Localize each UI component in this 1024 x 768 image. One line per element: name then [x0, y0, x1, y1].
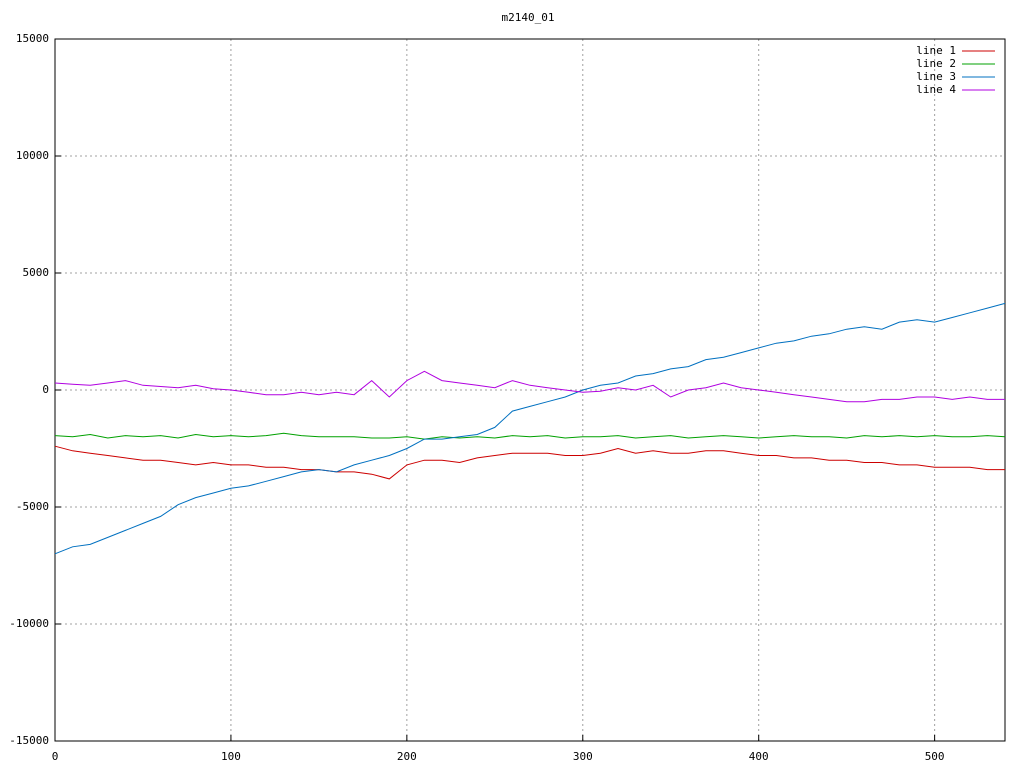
data-line [54, 370, 1005, 403]
legend-label: line 2 [916, 57, 956, 70]
legend-label: line 4 [916, 83, 956, 96]
data-line [54, 302, 1006, 555]
y-tick-label: 10000 [16, 149, 49, 162]
y-tick-label: -10000 [9, 617, 49, 630]
data-line [54, 432, 1006, 440]
y-tick-label: 5000 [23, 266, 50, 279]
x-tick-label: 0 [52, 750, 59, 763]
x-tick-label: 300 [573, 750, 593, 763]
y-tick-label: 15000 [16, 32, 49, 45]
legend-label: line 1 [916, 44, 956, 57]
y-tick-label: -15000 [9, 734, 49, 747]
x-tick-label: 500 [925, 750, 945, 763]
y-tick-label: 0 [42, 383, 49, 396]
plot-frame [54, 38, 1006, 742]
y-tick-label: -5000 [16, 500, 49, 513]
x-tick-label: 400 [749, 750, 769, 763]
x-tick-label: 200 [397, 750, 417, 763]
chart-title: m2140_01 [502, 11, 555, 24]
legend-label: line 3 [916, 70, 956, 83]
data-line [54, 445, 1005, 480]
x-tick-label: 100 [221, 750, 241, 763]
